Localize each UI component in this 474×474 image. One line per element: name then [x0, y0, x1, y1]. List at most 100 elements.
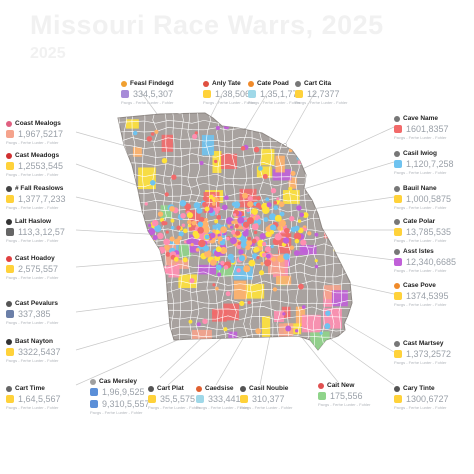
- leader-line: [75, 196, 156, 216]
- data-dot: [278, 219, 286, 227]
- data-dot: [215, 223, 221, 229]
- swatch-icon: [394, 395, 402, 403]
- data-dot: [197, 221, 204, 228]
- data-dot: [238, 255, 245, 262]
- data-dot: [214, 219, 219, 224]
- leader-line: [299, 161, 395, 191]
- data-dot: [148, 223, 152, 228]
- data-dot: [298, 283, 304, 290]
- county-fill: [310, 331, 330, 350]
- data-dot: [290, 170, 296, 176]
- data-dot: [191, 220, 197, 226]
- callout-subtext: Pavgs - Ferhe Lunter - Fohler: [318, 402, 371, 407]
- callout-subtext: Pavgs - Ferhe Lunter - Fohler: [240, 405, 293, 410]
- data-dot: [157, 211, 164, 217]
- callout-label: Cave Name: [403, 115, 439, 122]
- data-dot: [254, 223, 259, 229]
- callout-value: 1,120,7,258: [406, 159, 454, 169]
- county-fill: [178, 274, 197, 289]
- callout-label: Cas Mersley: [99, 378, 137, 385]
- leader-line: [75, 259, 166, 268]
- dot-icon: [6, 218, 12, 225]
- data-dot: [220, 260, 225, 266]
- callout-label: Casil Noubie: [249, 385, 289, 392]
- callout: Caedsise 333,4417 Pavgs - Ferhe Lunter -…: [196, 385, 268, 410]
- data-dot: [210, 232, 216, 239]
- data-dot: [196, 207, 203, 214]
- data-dot: [204, 234, 210, 240]
- data-dot: [243, 265, 251, 273]
- dot-icon: [394, 185, 400, 192]
- data-dot: [294, 225, 300, 231]
- data-dot: [301, 305, 306, 309]
- callout-label: Cast Pevalurs: [15, 300, 58, 307]
- data-dot: [272, 287, 278, 292]
- dot-icon: [6, 120, 12, 127]
- data-dot: [270, 244, 274, 249]
- callout-label: Cary Tinte: [403, 385, 435, 392]
- data-dot: [253, 230, 258, 235]
- callout: Coast Mealogs 1,967,5217 Pavgs - Ferhe L…: [6, 120, 78, 145]
- callout-label: Asst Istes: [403, 248, 434, 255]
- data-dot: [276, 197, 280, 201]
- data-dot: [163, 238, 171, 246]
- data-dot: [332, 159, 338, 164]
- data-dot: [243, 217, 247, 221]
- data-dot: [136, 241, 141, 247]
- callout-subtext: Pavgs - Ferhe Lunter - Fohler: [394, 268, 447, 273]
- callout-value: 1,64,5,567: [18, 394, 61, 404]
- data-dot: [325, 193, 329, 197]
- data-dot: [262, 173, 268, 179]
- county-fill: [272, 169, 292, 181]
- callout: Anly Tate 1,38,506 Pavgs - Ferhe Lunter …: [203, 80, 275, 105]
- data-dot: [171, 174, 177, 180]
- data-dot: [259, 233, 266, 240]
- callout-value: 1,000,5875: [406, 194, 452, 204]
- county-fill: [322, 160, 339, 171]
- callout-subtext: Pavgs - Ferhe Lunter - Fohler: [121, 100, 174, 105]
- swatch-icon: [196, 395, 204, 403]
- county-fill: [261, 316, 271, 337]
- callout-subtext: Pavgs - Ferhe Lunter - Fohler: [394, 205, 447, 210]
- callout: Bast Nayton 3322,5437 Pavgs - Ferhe Lunt…: [6, 338, 78, 363]
- data-dot: [198, 239, 206, 248]
- data-dot: [215, 125, 220, 131]
- data-dot: [264, 246, 271, 253]
- callout: Cart Plat 35,5,575 Pavgs - Ferhe Lunter …: [148, 385, 220, 410]
- county-fill: [337, 212, 352, 234]
- data-dot: [139, 274, 145, 279]
- callout: Cast Meadogs 1,2553,545 Pavgs - Ferhe Lu…: [6, 152, 78, 177]
- data-dot: [195, 247, 200, 252]
- swatch-icon: [394, 228, 402, 236]
- data-dot: [226, 236, 230, 241]
- data-dot: [245, 244, 251, 251]
- line-icon: [394, 218, 400, 225]
- swatch-icon: [148, 395, 156, 403]
- callout: Cave Name 1601,8357 Pavgs - Ferhe Lunter…: [394, 115, 466, 140]
- data-dot: [289, 245, 295, 250]
- callout-subtext: Pavgs - Ferhe Lunter - Fohler: [6, 358, 59, 363]
- swatch-icon: [6, 395, 14, 403]
- callout-value: 333,4417: [208, 394, 246, 404]
- callout: Cart Cita 12,7377 Pavgs - Ferhe Lunter -…: [295, 80, 367, 105]
- leader-line: [167, 334, 226, 386]
- callout: Case Pove 1374,5395 Pavgs - Ferhe Lunter…: [394, 282, 466, 307]
- data-dot: [130, 317, 137, 324]
- swatch-icon: [394, 292, 402, 300]
- data-dot: [217, 236, 223, 242]
- swatch-icon: [6, 195, 14, 203]
- data-dot: [176, 225, 181, 231]
- county-fill: [317, 143, 332, 152]
- line-icon: [394, 340, 400, 347]
- data-dot: [282, 237, 290, 244]
- data-dot: [202, 196, 208, 201]
- callout-value: 334,5,307: [133, 89, 174, 99]
- callout-value: 1601,8357: [406, 124, 449, 134]
- data-dot: [182, 228, 188, 234]
- data-dot: [237, 241, 241, 245]
- data-dot: [169, 205, 175, 212]
- data-dot: [277, 226, 282, 231]
- data-dot: [217, 233, 221, 238]
- county-border: [118, 113, 121, 349]
- swatch-icon: [6, 162, 14, 170]
